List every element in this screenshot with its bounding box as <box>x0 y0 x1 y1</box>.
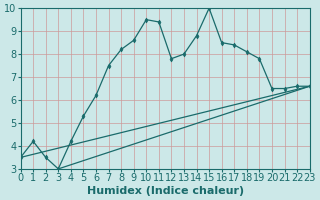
X-axis label: Humidex (Indice chaleur): Humidex (Indice chaleur) <box>86 186 244 196</box>
